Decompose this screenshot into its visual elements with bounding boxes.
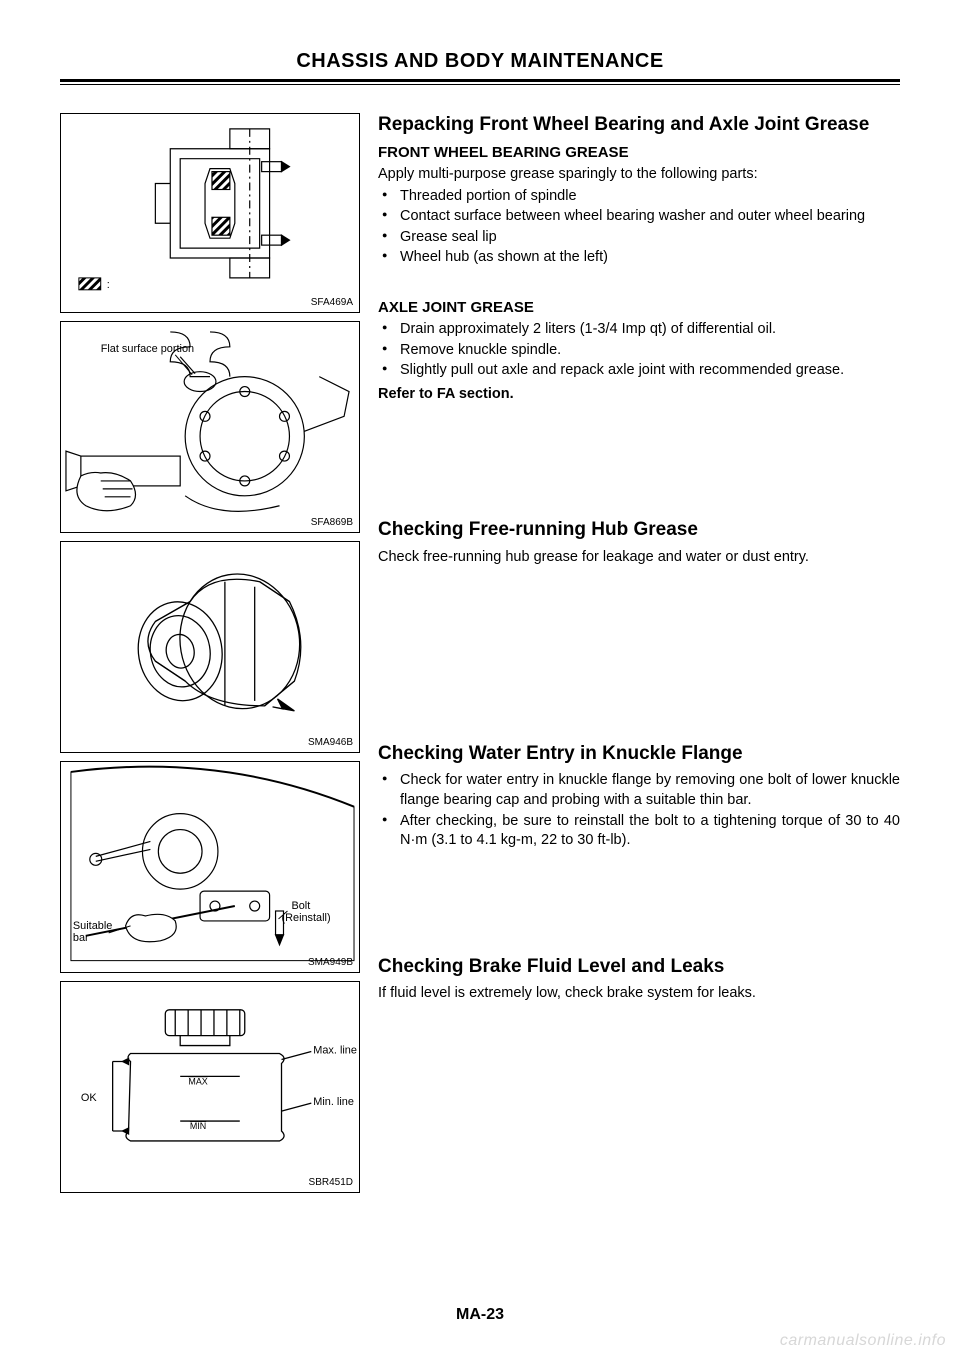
ok-label: OK (81, 1092, 97, 1104)
section-title-repacking: Repacking Front Wheel Bearing and Axle J… (378, 113, 900, 137)
figure-code: SFA469A (311, 297, 353, 308)
tank-max: MAX (188, 1076, 207, 1086)
min-line-label: Min. line (313, 1096, 354, 1108)
page-header: CHASSIS AND BODY MAINTENANCE (60, 50, 900, 85)
figure-knuckle-flange: Suitable bar Bolt (Reinstall) SMA949B (60, 761, 360, 973)
list-item: Contact surface between wheel bearing wa… (378, 207, 900, 227)
list-item: Remove knuckle spindle. (378, 341, 900, 361)
figure-axle-joint: Flat surface portion SFA869B (60, 321, 360, 533)
subheading-front-wheel-bearing: FRONT WHEEL BEARING GREASE (378, 143, 900, 163)
content-columns: : SFA469A (60, 113, 900, 1193)
wheel-hub-svg: : (61, 114, 359, 313)
reservoir-svg: MAX MIN Max. line Min. line OK (61, 982, 359, 1193)
brake-fluid-para: If fluid level is extremely low, check b… (378, 984, 900, 1004)
figure-code: SFA869B (311, 517, 353, 528)
bolt-label: Bolt (291, 900, 310, 912)
section-title-free-running-hub: Checking Free-running Hub Grease (378, 518, 900, 542)
list-item: Check for water entry in knuckle flange … (378, 771, 900, 810)
figure-column: : SFA469A (60, 113, 360, 1193)
spacer (378, 406, 900, 518)
list-item: Grease seal lip (378, 228, 900, 248)
page: CHASSIS AND BODY MAINTENANCE (0, 0, 960, 1358)
figure-wheel-hub: : SFA469A (60, 113, 360, 313)
text-column: Repacking Front Wheel Bearing and Axle J… (378, 113, 900, 1193)
list-item: After checking, be sure to reinstall the… (378, 812, 900, 851)
intro-para: Apply multi-purpose grease sparingly to … (378, 165, 900, 185)
refer-fa-section: Refer to FA section. (378, 385, 900, 405)
list-item: Wheel hub (as shown at the left) (378, 248, 900, 268)
list-item: Threaded portion of spindle (378, 187, 900, 207)
watermark: carmanualsonline.info (780, 1332, 946, 1350)
figure-brake-reservoir: MAX MIN Max. line Min. line OK SBR451D (60, 981, 360, 1193)
bullet-list-water-entry: Check for water entry in knuckle flange … (378, 771, 900, 850)
knuckle-svg: Suitable bar Bolt (Reinstall) (61, 762, 359, 973)
figure-free-running-hub: SMA946B (60, 541, 360, 753)
bullet-list-axle-joint: Drain approximately 2 liters (1-3/4 Imp … (378, 320, 900, 381)
axle-joint-svg: Flat surface portion (61, 322, 359, 533)
section-title-water-entry: Checking Water Entry in Knuckle Flange (378, 742, 900, 766)
header-rule-thick (60, 79, 900, 82)
flat-surface-label: Flat surface portion (101, 343, 194, 355)
spacer (378, 570, 900, 742)
section-title-brake-fluid: Checking Brake Fluid Level and Leaks (378, 955, 900, 979)
figure-code: SBR451D (309, 1177, 353, 1188)
subheading-axle-joint: AXLE JOINT GREASE (378, 298, 900, 318)
spacer (378, 272, 900, 294)
header-rule-thin (60, 84, 900, 85)
spacer (378, 855, 900, 955)
hub-svg (61, 542, 359, 753)
suitable-bar-label-2: bar (73, 932, 89, 944)
suitable-bar-label: Suitable (73, 920, 112, 932)
header-title: CHASSIS AND BODY MAINTENANCE (60, 50, 900, 73)
list-item: Drain approximately 2 liters (1-3/4 Imp … (378, 320, 900, 340)
free-running-para: Check free-running hub grease for leakag… (378, 548, 900, 568)
list-item: Slightly pull out axle and repack axle j… (378, 361, 900, 381)
max-line-label: Max. line (313, 1045, 357, 1057)
page-number: MA-23 (0, 1306, 960, 1324)
figure-code: SMA949B (308, 957, 353, 968)
tank-min: MIN (190, 1121, 206, 1131)
bullet-list-front-wheel: Threaded portion of spindle Contact surf… (378, 187, 900, 268)
hatch-legend-colon: : (107, 279, 110, 291)
figure-code: SMA946B (308, 737, 353, 748)
reinstall-label: (Reinstall) (282, 912, 331, 924)
